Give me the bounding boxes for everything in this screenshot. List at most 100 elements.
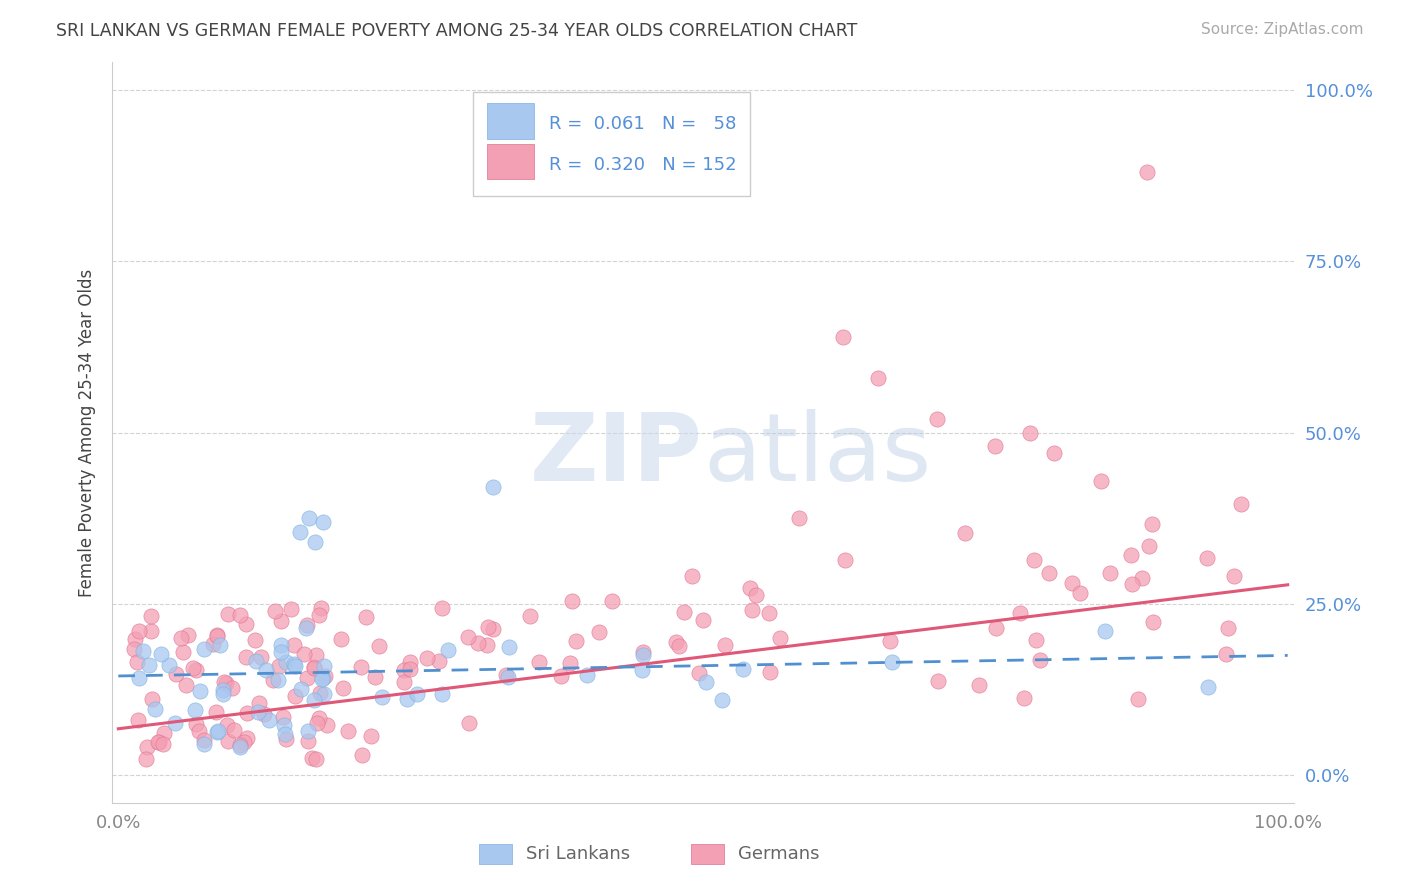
Point [297, 723, 319, 738]
Point [405, 687, 427, 701]
Point [394, 663, 416, 677]
Point [360, 729, 382, 743]
Point [305, 752, 328, 766]
Point [131, 644, 153, 658]
Point [527, 655, 550, 669]
Point [1062, 576, 1084, 591]
Point [229, 738, 252, 752]
Point [290, 682, 312, 697]
Point [1119, 549, 1142, 563]
Point [235, 616, 257, 631]
FancyBboxPatch shape [692, 844, 724, 864]
Point [953, 525, 976, 540]
Point [367, 640, 389, 654]
Point [1136, 165, 1159, 179]
Point [221, 681, 243, 695]
Point [600, 594, 623, 608]
Point [1197, 550, 1219, 565]
Point [312, 515, 335, 529]
Point [834, 553, 856, 567]
Point [364, 670, 387, 684]
Text: SRI LANKAN VS GERMAN FEMALE POVERTY AMONG 25-34 YEAR OLDS CORRELATION CHART: SRI LANKAN VS GERMAN FEMALE POVERTY AMON… [56, 22, 858, 40]
Point [165, 667, 187, 681]
Point [127, 713, 149, 727]
Point [430, 687, 453, 701]
FancyBboxPatch shape [486, 103, 534, 138]
Point [689, 666, 711, 681]
Point [681, 569, 703, 583]
Point [124, 632, 146, 646]
Point [245, 654, 267, 668]
Point [283, 657, 305, 671]
Point [145, 702, 167, 716]
Point [672, 605, 695, 619]
Text: Sri Lankans: Sri Lankans [526, 845, 630, 863]
Point [1014, 691, 1036, 706]
Point [215, 675, 238, 690]
Point [758, 606, 780, 620]
Point [308, 607, 330, 622]
Point [731, 662, 754, 676]
Point [575, 668, 598, 682]
Point [141, 608, 163, 623]
Point [336, 724, 359, 739]
Point [1019, 425, 1042, 440]
Point [177, 628, 200, 642]
Point [153, 726, 176, 740]
Point [394, 674, 416, 689]
Point [519, 608, 541, 623]
Text: Source: ZipAtlas.com: Source: ZipAtlas.com [1201, 22, 1364, 37]
Point [354, 610, 377, 624]
Point [1121, 576, 1143, 591]
Point [184, 716, 207, 731]
Point [925, 412, 948, 426]
Point [330, 632, 353, 647]
Point [986, 621, 1008, 635]
Point [274, 727, 297, 741]
Point [416, 650, 439, 665]
Point [288, 524, 311, 539]
Point [146, 735, 169, 749]
Point [188, 723, 211, 738]
Point [740, 581, 762, 595]
Point [1099, 566, 1122, 581]
Point [263, 604, 285, 618]
Point [297, 671, 319, 685]
Point [927, 673, 949, 688]
Point [205, 705, 228, 719]
Point [222, 723, 245, 738]
Point [207, 725, 229, 739]
Point [250, 650, 273, 665]
Point [292, 648, 315, 662]
Point [498, 640, 520, 655]
Point [205, 629, 228, 643]
Point [124, 641, 146, 656]
Point [211, 682, 233, 697]
Point [1230, 497, 1253, 511]
Point [184, 703, 207, 717]
Point [967, 677, 990, 691]
Point [267, 673, 290, 687]
Point [312, 671, 335, 685]
Point [232, 735, 254, 749]
FancyBboxPatch shape [486, 144, 534, 179]
Point [745, 588, 768, 602]
Point [427, 654, 450, 668]
Point [274, 731, 297, 746]
Point [668, 639, 690, 653]
Point [1024, 553, 1046, 567]
Point [308, 711, 330, 725]
Point [1043, 446, 1066, 460]
Point [314, 669, 336, 683]
Point [236, 706, 259, 720]
Point [152, 738, 174, 752]
Point [301, 750, 323, 764]
Point [157, 658, 180, 673]
Point [141, 692, 163, 706]
Point [262, 673, 284, 687]
Point [217, 734, 239, 748]
Point [280, 602, 302, 616]
Point [127, 655, 149, 669]
Point [267, 659, 290, 673]
Point [588, 625, 610, 640]
